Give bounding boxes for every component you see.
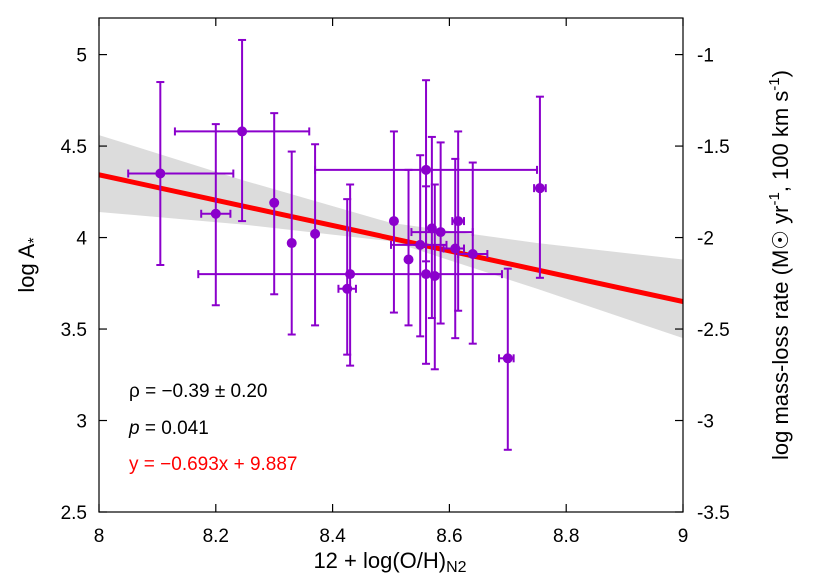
data-point-18 xyxy=(451,130,465,312)
x-tick-label: 8.4 xyxy=(319,526,346,547)
y-axis-title: log A* xyxy=(14,237,43,292)
x-tick-label: 8.6 xyxy=(436,526,462,547)
y-tick-label: 4.5 xyxy=(61,137,87,158)
y-tick-label: 3 xyxy=(76,412,87,433)
y-tick-label: 3.5 xyxy=(61,320,87,341)
y-tick-label: 5 xyxy=(76,46,87,67)
fit-line xyxy=(99,172,683,305)
data-point-marker xyxy=(310,228,321,239)
data-point-marker xyxy=(286,238,297,249)
data-point-5 xyxy=(286,150,297,336)
y2-axis-title: log mass-loss rate (M☉ yr-1, 100 km s-1) xyxy=(766,70,793,460)
axis-ticks-group: 8 8.2 8.4 8.6 8.8 9 2.5 3 3.5 4 4.5 5 -3.5 -3 -2.5 -2 -1… xyxy=(61,18,730,547)
data-point-marker xyxy=(269,197,280,208)
y2-tick-label: -2 xyxy=(697,229,714,250)
data-point-21 xyxy=(533,95,547,279)
plot-frame xyxy=(98,17,684,513)
fit-equation-annotation: y = −0.693x + 9.887 xyxy=(129,454,298,475)
data-point-marker xyxy=(421,164,432,175)
x-axis-title: 12 + log(O/H)N2 xyxy=(313,548,466,576)
data-point-20 xyxy=(498,267,515,451)
data-point-13 xyxy=(421,185,432,365)
data-point-marker xyxy=(210,208,221,219)
data-point-marker xyxy=(388,216,399,227)
data-point-9 xyxy=(388,130,399,314)
y-tick-label: 4 xyxy=(76,229,87,250)
data-point-15 xyxy=(429,183,440,371)
x-tick-label: 8.2 xyxy=(203,526,229,547)
data-point-2 xyxy=(200,123,232,307)
y-tick-label: 2.5 xyxy=(61,503,87,524)
data-point-marker xyxy=(415,239,426,250)
data-point-marker xyxy=(467,249,478,260)
data-point-marker xyxy=(403,254,414,265)
correlation-annotation: ρ = −0.39 ± 0.20 xyxy=(129,381,268,402)
y2-tick-label: -3.5 xyxy=(697,503,730,524)
y2-tick-label: -1.5 xyxy=(697,137,730,158)
data-point-11 xyxy=(390,154,448,338)
data-point-marker xyxy=(429,270,440,281)
data-point-marker xyxy=(502,353,513,364)
data-point-6 xyxy=(310,143,321,327)
data-point-marker xyxy=(155,168,166,179)
x-tick-label: 8.8 xyxy=(553,526,579,547)
data-point-marker xyxy=(534,183,545,194)
x-tick-label: 9 xyxy=(678,526,689,547)
y2-tick-label: -3 xyxy=(697,412,714,433)
data-point-marker xyxy=(453,216,464,227)
data-points-group xyxy=(127,38,547,451)
x-tick-label: 8 xyxy=(94,526,105,547)
fit-line-group xyxy=(99,172,683,305)
data-point-19 xyxy=(457,161,489,345)
y2-tick-label: -1 xyxy=(697,46,714,67)
p-value-annotation: p = 0.041 xyxy=(128,418,209,439)
data-point-1 xyxy=(127,81,235,266)
data-point-marker xyxy=(237,126,248,137)
y2-tick-label: -2.5 xyxy=(697,320,730,341)
data-point-marker xyxy=(421,269,432,280)
data-point-3 xyxy=(173,38,311,223)
data-point-8 xyxy=(337,198,357,356)
data-point-marker xyxy=(435,227,446,238)
data-point-4 xyxy=(269,112,280,296)
data-point-marker xyxy=(342,283,353,294)
